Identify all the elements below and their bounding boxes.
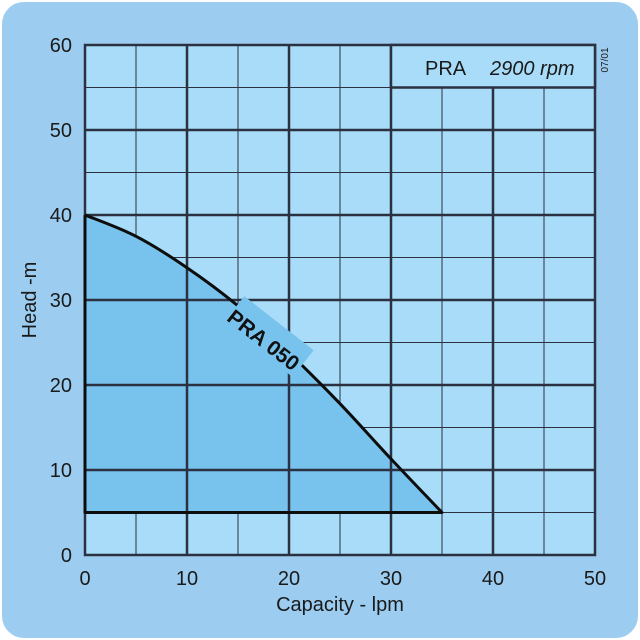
y-tick-label: 50 — [50, 120, 72, 142]
legend-speed-label: 2900 rpm — [489, 58, 575, 80]
legend-model-label: PRA — [425, 58, 467, 80]
x-tick-label: 30 — [380, 568, 402, 590]
y-tick-label: 60 — [50, 35, 72, 57]
major-gridlines — [83, 43, 597, 557]
y-tick-label: 20 — [50, 375, 72, 397]
legend-border — [389, 43, 597, 89]
x-tick-label: 50 — [584, 568, 606, 590]
x-axis-ticks: 0 10 20 30 40 50 — [79, 568, 606, 590]
y-tick-label: 10 — [50, 460, 72, 482]
x-tick-label: 40 — [482, 568, 504, 590]
revision-code: 07/01 — [600, 47, 611, 72]
curve-label-background — [223, 296, 314, 378]
y-tick-label: 40 — [50, 205, 72, 227]
y-axis-title: Head -m — [19, 262, 41, 339]
x-axis-title: Capacity - lpm — [276, 594, 404, 616]
legend-box — [389, 43, 597, 89]
y-axis-ticks: 0 10 20 30 40 50 60 — [50, 35, 72, 567]
y-tick-label: 30 — [50, 290, 72, 312]
legend-background — [391, 45, 595, 88]
x-tick-label: 0 — [79, 568, 90, 590]
x-tick-label: 10 — [176, 568, 198, 590]
curve-area-fill — [85, 215, 442, 513]
y-tick-label: 0 — [61, 545, 72, 567]
x-tick-label: 20 — [278, 568, 300, 590]
